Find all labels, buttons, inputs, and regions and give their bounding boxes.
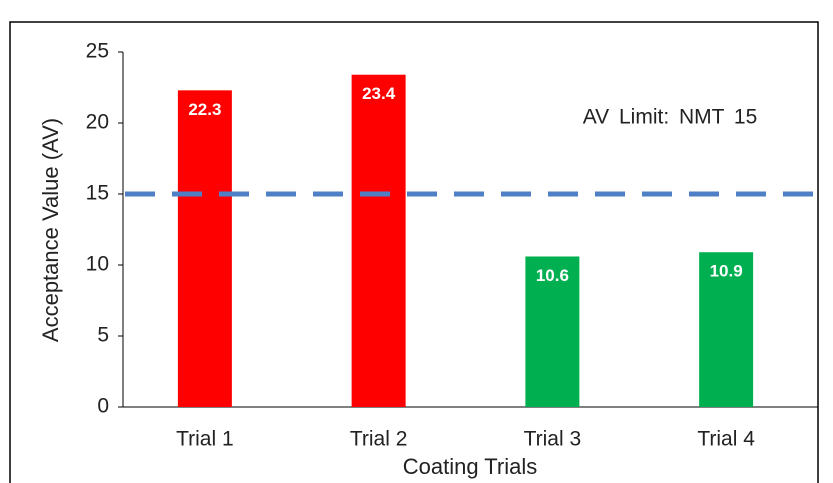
value-label: 10.6	[536, 266, 569, 285]
value-label: 10.9	[710, 262, 743, 281]
x-tick-label: Trial 3	[524, 428, 582, 451]
y-tick-label: 0	[97, 395, 109, 418]
value-label: 22.3	[188, 100, 221, 119]
bar	[177, 90, 232, 407]
x-axis-label: Coating Trials	[403, 454, 538, 479]
y-tick-label: 25	[86, 40, 109, 63]
y-tick-label: 15	[86, 182, 109, 205]
x-tick-label: Trial 2	[350, 428, 408, 451]
bar	[699, 252, 754, 407]
annotation: AV Limit: NMT 15	[583, 106, 758, 129]
x-tick-label: Trial 1	[176, 428, 234, 451]
bar	[351, 74, 406, 407]
frame	[9, 21, 819, 483]
bar	[525, 256, 580, 407]
y-tick-label: 5	[97, 324, 109, 347]
x-tick-label: Trial 4	[697, 428, 755, 451]
value-label: 23.4	[362, 84, 396, 103]
y-tick-label: 10	[86, 253, 109, 276]
y-tick-label: 20	[86, 111, 109, 134]
y-axis-label: Acceptance Value (AV)	[38, 118, 63, 342]
